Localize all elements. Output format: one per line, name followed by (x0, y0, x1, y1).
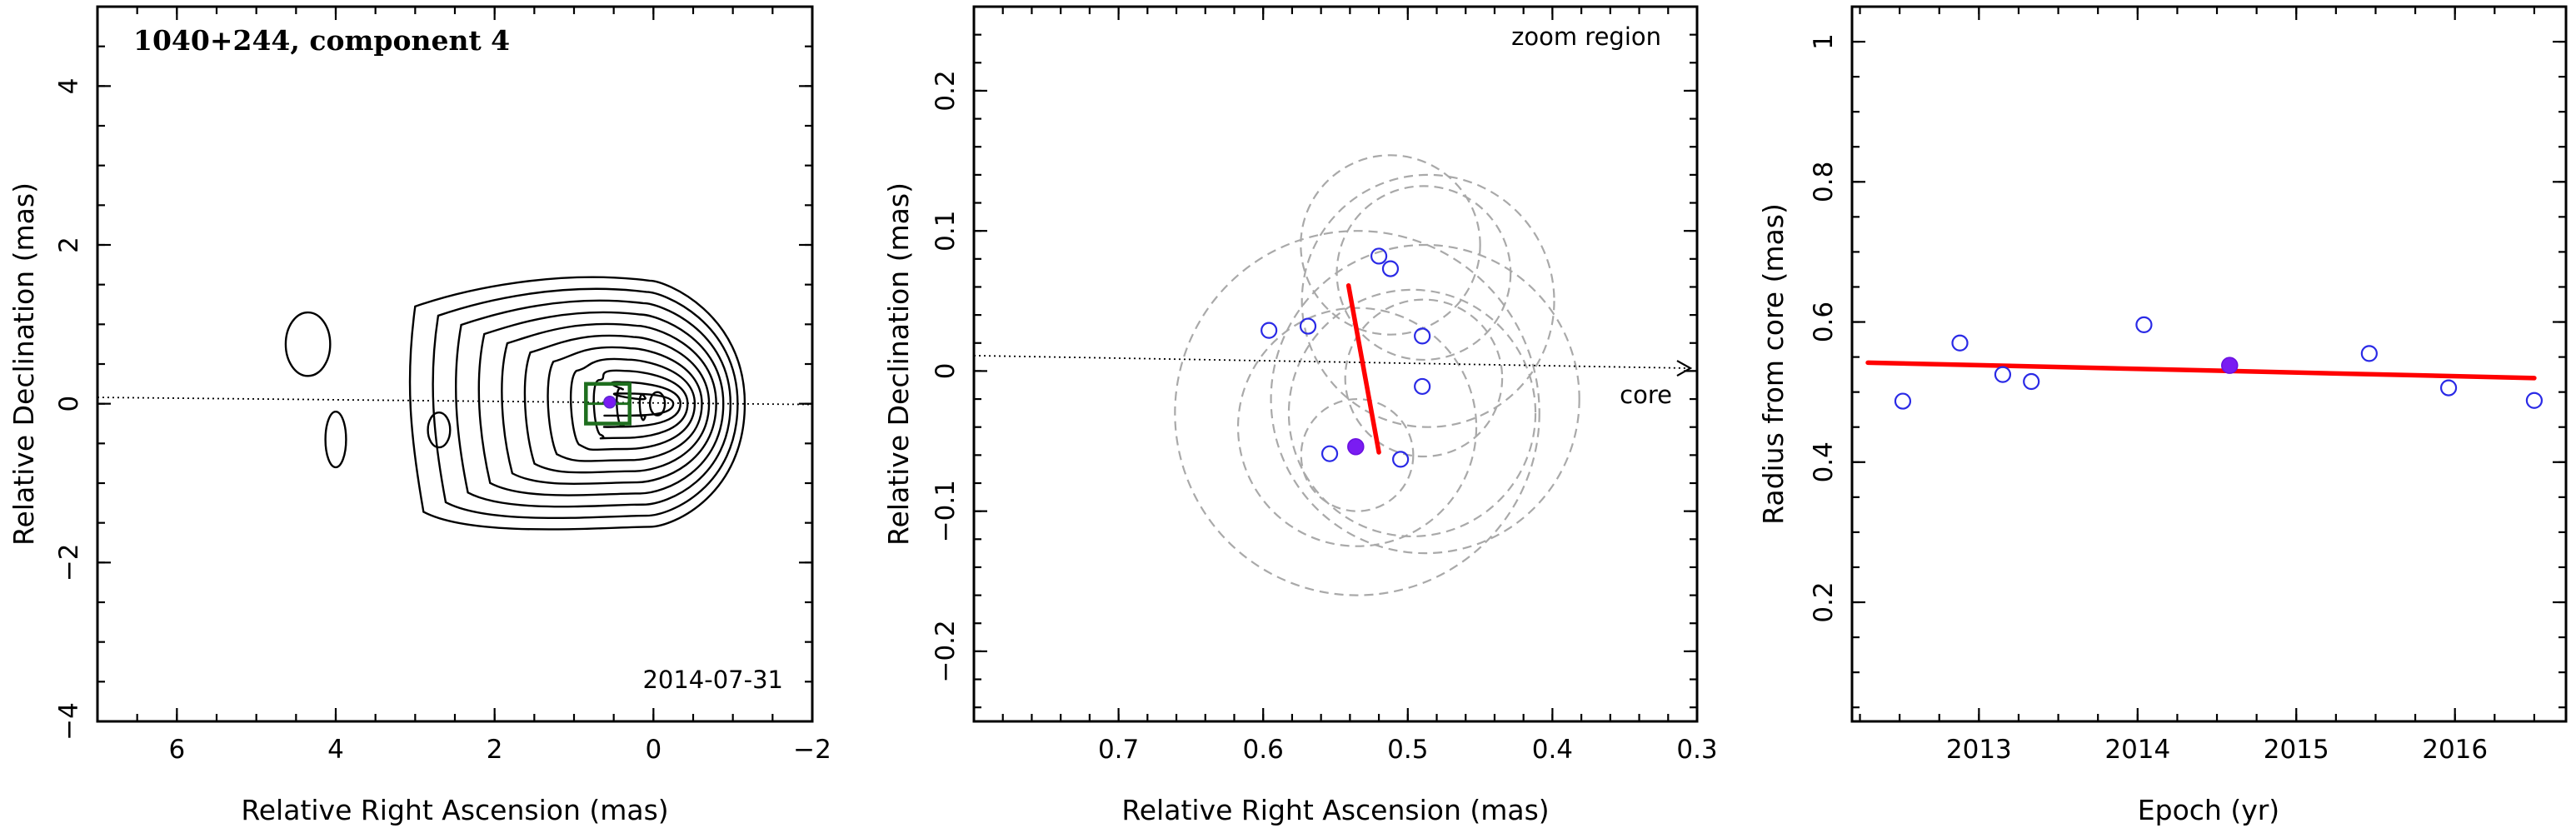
map-contour-level (523, 334, 711, 474)
panel-radius: Epoch (yr) Radius from core (mas) 2013 20… (1757, 5, 2568, 826)
map-ticks: 6 4 2 0 −2 −4 −2 0 2 4 (54, 5, 831, 765)
plot-frame-radius (1850, 5, 2568, 723)
map-y-axis-label: Relative Declination (mas) (7, 182, 40, 546)
radius-x-tick-label: 2013 (1946, 735, 2012, 765)
radius-data-point (1994, 366, 2012, 383)
zoom-y-tick-label: 0.1 (931, 211, 961, 252)
map-contour-blob (427, 411, 452, 449)
map-core-contour (648, 391, 666, 416)
radius-y-axis-label: Radius from core (mas) (1757, 203, 1790, 525)
map-y-tick-label: 4 (54, 77, 84, 94)
map-component-point (603, 396, 617, 409)
zoom-data-point (1414, 327, 1431, 345)
panel-zoom: zoom region core Relative Right Ascensio… (882, 5, 1718, 826)
zoom-core-axis (973, 355, 1691, 369)
radius-y-tick-label: 0.6 (1809, 302, 1839, 342)
zoom-y-tick-label: −0.2 (931, 620, 961, 682)
map-contour-level (547, 346, 703, 462)
map-contour-level (408, 276, 746, 531)
map-title: 1040+244, component 4 (133, 24, 510, 57)
radius-y-tick-label: 0.2 (1809, 581, 1839, 622)
radius-data-point (2135, 316, 2153, 333)
map-x-tick-label: 0 (645, 735, 661, 765)
map-y-tick-label: −2 (54, 543, 84, 581)
radius-fit-line (1865, 360, 2537, 381)
zoom-data-point (1261, 322, 1278, 339)
radius-y-tick-label: 1 (1809, 33, 1839, 50)
zoom-error-circle (1287, 288, 1537, 538)
radius-ticks: 2013 2014 2015 2016 0.2 0.4 0.6 0.8 1 (1809, 5, 2566, 765)
zoom-data-point (1320, 445, 1339, 462)
zoom-y-tick-label: 0 (931, 363, 961, 380)
zoom-core-label: core (1620, 381, 1672, 409)
zoom-y-tick-label: 0.2 (931, 70, 961, 111)
radius-data-point (1894, 392, 1912, 410)
zoom-title: zoom region (1511, 22, 1661, 51)
map-jet-axis (97, 397, 813, 406)
zoom-data-point (1392, 451, 1410, 468)
map-x-tick-label: 6 (168, 735, 185, 765)
radius-data-point (2360, 345, 2378, 362)
zoom-data-point (1381, 260, 1400, 277)
zoom-y-tick-label: −0.1 (931, 480, 961, 542)
zoom-data-point (1370, 247, 1388, 265)
zoom-core-arrowhead (1676, 360, 1693, 377)
map-contour-level (603, 392, 675, 421)
zoom-data-point (1299, 317, 1317, 335)
zoom-x-axis-label: Relative Right Ascension (mas) (1121, 794, 1549, 826)
zoom-error-circle (1335, 185, 1512, 362)
plot-area-radius (1865, 316, 2544, 410)
map-contour-level (569, 357, 696, 451)
radius-x-tick-label: 2014 (2104, 735, 2170, 765)
zoom-error-circle (1300, 154, 1481, 336)
panel-map: 1040+244, component 4 2014-07-31 Relativ… (7, 5, 831, 826)
map-contour-blob (284, 311, 332, 377)
plot-area-map (97, 276, 813, 531)
zoom-x-tick-label: 0.6 (1243, 735, 1284, 765)
map-x-tick-label: −2 (793, 735, 831, 765)
radius-data-point (1951, 334, 1969, 352)
radius-y-tick-label: 0.8 (1809, 162, 1839, 202)
zoom-ticks: 0.7 0.6 0.5 0.4 0.3 −0.2 −0.1 0 0.1 0.2 (931, 5, 1718, 765)
map-contour-blob (324, 410, 347, 469)
zoom-current-point (1347, 438, 1365, 456)
zoom-x-tick-label: 0.5 (1387, 735, 1428, 765)
map-y-tick-label: 0 (54, 396, 84, 412)
radius-x-tick-label: 2015 (2264, 735, 2329, 765)
radius-x-tick-label: 2016 (2422, 735, 2488, 765)
radius-data-point (2439, 379, 2458, 397)
radius-current-point (2221, 357, 2239, 374)
map-x-tick-label: 4 (327, 735, 344, 765)
map-x-axis-label: Relative Right Ascension (mas) (241, 794, 668, 826)
map-contour-level (501, 322, 717, 486)
map-contour-level (592, 369, 689, 440)
zoom-error-circle (1236, 307, 1478, 547)
zoom-fit-line (1345, 283, 1381, 455)
radius-x-axis-label: Epoch (yr) (2138, 794, 2279, 826)
radius-data-point (2525, 392, 2544, 409)
map-x-tick-label: 2 (487, 735, 503, 765)
map-contour-level (455, 299, 732, 508)
plot-frame-zoom (972, 5, 1699, 723)
zoom-y-axis-label: Relative Declination (mas) (882, 182, 915, 546)
radius-y-tick-label: 0.4 (1809, 441, 1839, 482)
zoom-data-point (1414, 377, 1431, 396)
map-contour-level (477, 311, 725, 496)
plot-area-zoom (973, 154, 1693, 596)
map-date-label: 2014-07-31 (642, 666, 783, 694)
zoom-error-circle (1300, 397, 1415, 512)
map-y-tick-label: 2 (54, 237, 84, 253)
zoom-error-circle (1300, 173, 1555, 428)
radius-data-point (2023, 372, 2040, 391)
zoom-error-circle (1270, 243, 1580, 555)
zoom-error-circle (1174, 230, 1540, 596)
zoom-x-tick-label: 0.4 (1532, 735, 1573, 765)
zoom-x-tick-label: 0.3 (1676, 735, 1717, 765)
map-y-tick-label: −4 (54, 702, 84, 741)
map-contour-level (432, 287, 739, 520)
zoom-x-tick-label: 0.7 (1098, 735, 1139, 765)
zoom-error-circle (1344, 298, 1504, 458)
